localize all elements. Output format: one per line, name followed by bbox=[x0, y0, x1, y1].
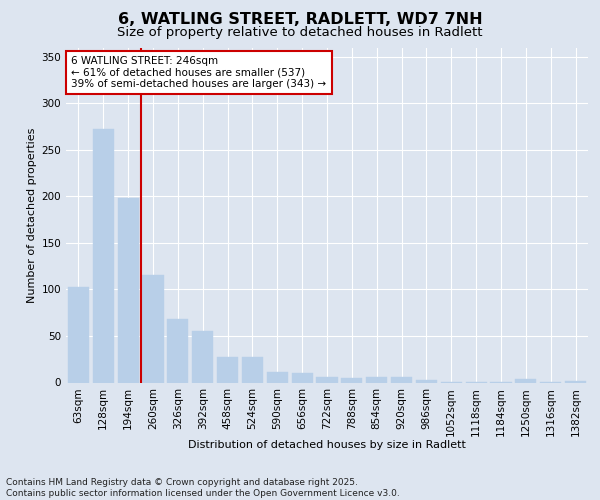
Bar bbox=[267, 372, 288, 382]
Bar bbox=[292, 373, 313, 382]
Text: 6 WATLING STREET: 246sqm
← 61% of detached houses are smaller (537)
39% of semi-: 6 WATLING STREET: 246sqm ← 61% of detach… bbox=[71, 56, 326, 89]
Bar bbox=[391, 377, 412, 382]
Bar bbox=[416, 380, 437, 382]
Bar bbox=[341, 378, 362, 382]
Text: Contains HM Land Registry data © Crown copyright and database right 2025.
Contai: Contains HM Land Registry data © Crown c… bbox=[6, 478, 400, 498]
Bar bbox=[142, 276, 164, 382]
Bar bbox=[316, 377, 338, 382]
Bar bbox=[217, 358, 238, 382]
Bar bbox=[515, 379, 536, 382]
Bar bbox=[192, 332, 213, 382]
Bar bbox=[167, 319, 188, 382]
Bar bbox=[93, 130, 114, 382]
X-axis label: Distribution of detached houses by size in Radlett: Distribution of detached houses by size … bbox=[188, 440, 466, 450]
Bar bbox=[118, 198, 139, 382]
Bar bbox=[366, 377, 387, 382]
Bar bbox=[242, 358, 263, 382]
Bar bbox=[565, 380, 586, 382]
Bar bbox=[68, 286, 89, 382]
Text: Size of property relative to detached houses in Radlett: Size of property relative to detached ho… bbox=[117, 26, 483, 39]
Y-axis label: Number of detached properties: Number of detached properties bbox=[27, 128, 37, 302]
Text: 6, WATLING STREET, RADLETT, WD7 7NH: 6, WATLING STREET, RADLETT, WD7 7NH bbox=[118, 12, 482, 28]
